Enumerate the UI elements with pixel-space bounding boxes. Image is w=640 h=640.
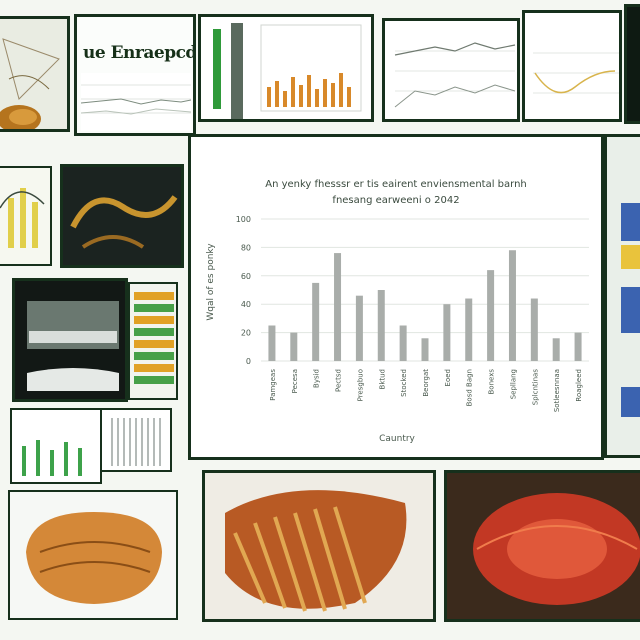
thumbnail-map-panel[interactable] (0, 16, 70, 132)
bar-chart: 0 20 40 60 80 100 Pamgeas Pecesa Bysid Pectsd Pre… (206, 215, 589, 444)
graph-small-icon (0, 168, 50, 264)
line-chart-thumbnail-icon (81, 73, 191, 131)
x-tick-label: Sepllang (509, 369, 517, 399)
map-thumbnail-icon (0, 19, 67, 129)
x-tick-label: Pecesa (291, 369, 299, 393)
bar-15 (574, 332, 582, 361)
x-tick-label: Sotleesnnaa (553, 369, 561, 412)
y-axis-label: Wqal of es ponky (206, 243, 216, 321)
graph-small-panel[interactable] (0, 166, 52, 266)
color-blocks-icon (130, 284, 176, 398)
curve-thumbnail-panel[interactable] (522, 10, 622, 122)
y-tick-label: 80 (241, 243, 251, 252)
bar-8 (421, 338, 429, 361)
y-tick-label: 100 (236, 215, 251, 224)
fossil-photo-icon (205, 473, 433, 619)
color-blocks-panel[interactable] (128, 282, 178, 400)
bar-2 (290, 332, 298, 361)
chart-title: An yenky fhesssr er tis eairent enviensm… (265, 179, 527, 190)
bar-thumbnail-icon (201, 17, 371, 119)
x-tick-label: Roagleed (575, 369, 583, 402)
bar-12 (508, 250, 516, 361)
x-axis-label: Cauntry (379, 434, 415, 444)
green-bars-icon (12, 410, 100, 482)
bar-1 (268, 325, 276, 361)
device-photo-icon (15, 281, 125, 399)
device-photo-panel[interactable] (12, 278, 128, 402)
bar-13 (530, 298, 538, 361)
x-tick-label: Pectsd (335, 369, 343, 392)
right-strip-panel[interactable] (604, 134, 640, 458)
main-chart-panel: An yenky fhesssr er tis eairent enviensm… (188, 134, 604, 460)
sculpture-photo-panel[interactable] (60, 164, 184, 268)
bar-6 (377, 290, 385, 361)
fossil-photo-panel[interactable] (202, 470, 436, 622)
bar-14 (552, 338, 560, 361)
x-tick-label: Eoed (444, 369, 452, 386)
bar-10 (465, 298, 473, 361)
bar-7 (399, 325, 407, 361)
green-bars-panel[interactable] (10, 408, 102, 484)
y-tick-label: 0 (246, 357, 251, 366)
x-tick-label: Beorgat (422, 369, 430, 397)
bar-4 (334, 253, 342, 361)
organ-drawing-icon (10, 492, 176, 618)
bar-9 (443, 304, 451, 361)
y-tick-label: 20 (241, 329, 251, 338)
x-tick-label: Presgbuo (356, 369, 364, 401)
x-tick-label: Bysid (313, 369, 321, 388)
bar-5 (355, 295, 363, 361)
x-tick-label: Pamgeas (269, 369, 277, 401)
bar-thumbnail-panel[interactable] (198, 14, 374, 122)
waveform-panel[interactable] (100, 408, 172, 472)
right-strip-icon (607, 137, 640, 455)
bar-11 (487, 270, 495, 361)
x-tick-label: Bosd Bagn (466, 369, 474, 406)
line-thumbnail-panel[interactable] (382, 18, 520, 122)
y-tick-label: 40 (241, 300, 251, 309)
bar-3 (312, 282, 320, 361)
x-tick-label: Splcntinas (531, 369, 539, 406)
dark-corner-panel[interactable] (624, 4, 640, 124)
x-tick-label: Bonexs (488, 369, 496, 395)
curve-thumbnail-icon (525, 13, 619, 119)
organ-drawing-panel[interactable] (8, 490, 178, 620)
line-thumbnail-icon (385, 21, 517, 119)
sculpture-photo-icon (63, 167, 181, 265)
y-tick-label: 60 (241, 272, 251, 281)
tissue-photo-panel[interactable] (444, 470, 640, 622)
x-tick-label: Bktud (378, 369, 386, 389)
header-title: ue Enraepcds (83, 43, 196, 63)
chart-subtitle: fnesang earweeni o 2042 (332, 195, 460, 206)
waveform-icon (102, 410, 170, 470)
x-tick-label: Stocked (400, 369, 408, 397)
header-panel[interactable]: ue Enraepcds (74, 14, 196, 136)
tissue-photo-icon (447, 473, 640, 619)
